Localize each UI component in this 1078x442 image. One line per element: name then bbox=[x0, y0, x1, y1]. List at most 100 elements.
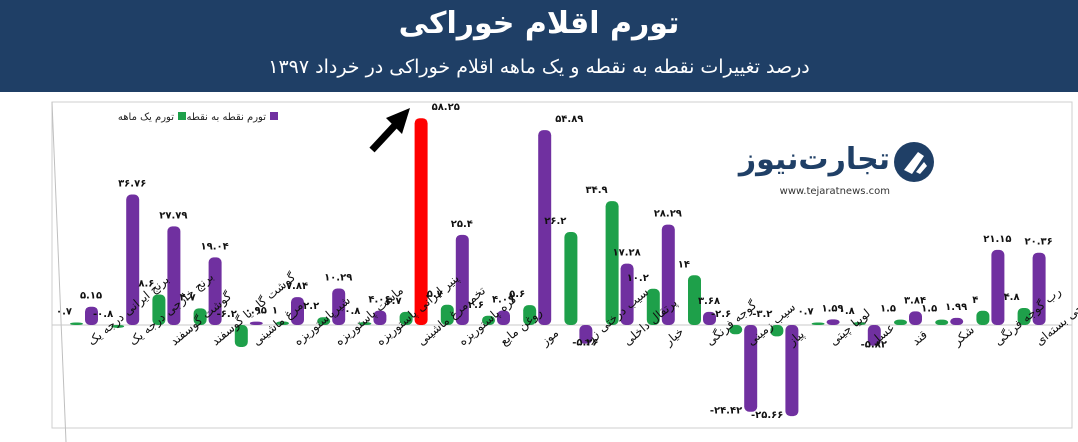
bar-point-1 bbox=[126, 194, 140, 325]
bar-monthly-10 bbox=[482, 315, 495, 325]
bar-point-22 bbox=[991, 249, 1005, 325]
value-label-monthly-14: ۱۰.۲ bbox=[627, 273, 649, 284]
page-subtitle: درصد تغییرات نقطه به نقطه و یک ماهه اقلا… bbox=[268, 56, 810, 78]
value-label-point-13: ۱۷.۲۸ bbox=[612, 248, 640, 259]
bar-monthly-0 bbox=[70, 322, 83, 325]
bar-point-2 bbox=[167, 226, 181, 325]
bar-point-7 bbox=[373, 310, 387, 325]
bar-chart: تورم نقطه به نقطه تورم یک ماهه ۰.۷ ۵.۱۵ -۰… bbox=[51, 101, 1078, 442]
bar-point-20 bbox=[909, 311, 922, 325]
legend: تورم نقطه به نقطه تورم یک ماهه bbox=[118, 112, 278, 123]
bar-point-23 bbox=[1032, 252, 1046, 325]
bar-point-4 bbox=[249, 321, 263, 325]
bar-monthly-11 bbox=[523, 305, 537, 325]
bar-point-3 bbox=[208, 257, 222, 325]
legend-swatch-monthly bbox=[178, 112, 186, 120]
left-wall bbox=[51, 101, 67, 442]
value-label-point-4: ۰.۹۵ bbox=[245, 306, 267, 317]
value-label-monthly-17: -۳.۲ bbox=[752, 309, 772, 320]
value-label-monthly-22: ۴ bbox=[972, 295, 978, 306]
value-label-monthly-23: ۴.۸ bbox=[1004, 292, 1020, 303]
page-title: تورم اقلام خوراکی bbox=[398, 6, 680, 41]
value-label-point-12: -۵.۲۶ bbox=[572, 338, 598, 349]
value-label-point-0: ۵.۱۵ bbox=[80, 291, 102, 302]
value-label-monthly-15: ۱۴ bbox=[678, 259, 690, 270]
bar-monthly-6 bbox=[317, 317, 331, 325]
logo-url: www.tejaratnews.com bbox=[779, 186, 890, 197]
bar-monthly-15 bbox=[688, 275, 701, 325]
bar-point-5 bbox=[291, 297, 304, 325]
bar-point-0 bbox=[85, 306, 98, 325]
bar-monthly-17 bbox=[770, 325, 784, 337]
value-label-point-20: ۳.۸۴ bbox=[904, 295, 926, 306]
value-label-monthly-16: -۲.۶ bbox=[711, 309, 731, 320]
bar-point-8 bbox=[414, 118, 428, 326]
value-label-monthly-12: ۲۶.۲ bbox=[544, 216, 566, 227]
value-label-monthly-18: ۰.۷ bbox=[798, 307, 814, 318]
bar-monthly-8 bbox=[399, 311, 413, 325]
bar-point-14 bbox=[661, 224, 675, 325]
bar-monthly-9 bbox=[440, 304, 454, 325]
logo-mark-icon bbox=[894, 142, 934, 182]
bar-monthly-3 bbox=[193, 308, 207, 325]
bar-point-19 bbox=[867, 325, 881, 346]
value-label-monthly-9: ۵.۷ bbox=[427, 289, 443, 300]
value-label-point-18: ۱.۵۹ bbox=[822, 303, 844, 314]
bar-point-10 bbox=[497, 310, 510, 325]
value-label-point-23: ۲۰.۳۶ bbox=[1024, 237, 1052, 248]
value-label-monthly-4: -۶.۲ bbox=[217, 309, 237, 320]
bar-point-6 bbox=[332, 288, 346, 325]
value-label-point-21: ۱.۹۹ bbox=[945, 302, 967, 313]
value-label-point-3: ۱۹.۰۴ bbox=[200, 241, 228, 252]
logo-name: تجارت‌نیوز bbox=[738, 142, 890, 177]
bar-point-16 bbox=[744, 325, 758, 412]
value-labels-group: ۰.۷ ۵.۱۵ -۰.۸ ۳۶.۷۶ ۸.۶ ۲۷.۷۹ ۴.۷ ۱۹.۰۴ -۶.۲ ۰.۹۵… bbox=[56, 102, 1053, 421]
bar-monthly-1 bbox=[111, 325, 125, 328]
bar-monthly-22 bbox=[976, 310, 990, 325]
bar-monthly-14 bbox=[646, 288, 660, 325]
value-label-monthly-7: ۰.۸ bbox=[344, 306, 360, 317]
value-label-monthly-13: ۳۴.۹ bbox=[585, 185, 607, 196]
value-label-point-17: -۲۵.۶۶ bbox=[751, 410, 783, 421]
bar-point-11 bbox=[538, 130, 552, 325]
value-label-monthly-19: ۰.۸ bbox=[839, 306, 855, 317]
value-label-point-15: ۳.۶۸ bbox=[698, 296, 720, 307]
bar-monthly-12 bbox=[564, 231, 578, 325]
value-label-monthly-21: ۱.۵ bbox=[921, 304, 937, 315]
bar-point-17 bbox=[785, 325, 799, 417]
bar-point-13 bbox=[620, 263, 634, 325]
brand-logo: تجارت‌نیوز www.tejaratnews.com bbox=[738, 138, 938, 210]
legend-swatch-point bbox=[270, 112, 278, 120]
bar-monthly-5 bbox=[276, 321, 289, 325]
value-label-monthly-8: ۳.۷ bbox=[386, 296, 402, 307]
plot-area bbox=[51, 101, 1073, 429]
value-label-point-9: ۲۵.۴ bbox=[451, 219, 473, 230]
value-label-point-14: ۲۸.۲۹ bbox=[654, 209, 682, 220]
bars-group bbox=[70, 118, 1046, 417]
legend-label-monthly: تورم یک ماهه bbox=[118, 112, 174, 123]
value-label-monthly-3: ۴.۷ bbox=[180, 292, 196, 303]
value-label-monthly-2: ۸.۶ bbox=[138, 278, 154, 289]
value-label-point-7: ۴.۰۶ bbox=[368, 295, 390, 306]
value-label-point-1: ۳۶.۷۶ bbox=[118, 179, 146, 190]
bar-point-18 bbox=[826, 319, 840, 325]
value-label-monthly-20: ۱.۵ bbox=[880, 304, 896, 315]
value-label-point-10: ۴.۰۹ bbox=[492, 294, 514, 305]
bar-monthly-7 bbox=[358, 322, 372, 325]
value-label-monthly-11: ۵.۶ bbox=[509, 289, 525, 300]
bar-point-12 bbox=[579, 325, 593, 344]
bar-monthly-20 bbox=[894, 319, 907, 325]
value-label-point-5: ۷.۸۴ bbox=[286, 281, 308, 292]
header-banner: تورم اقلام خوراکی درصد تغییرات نقطه به ن… bbox=[0, 0, 1078, 92]
value-label-point-8: ۵۸.۲۵ bbox=[432, 102, 460, 113]
bar-monthly-21 bbox=[935, 319, 949, 325]
value-label-monthly-10: ۲.۶ bbox=[468, 300, 484, 311]
value-label-monthly-1: -۰.۸ bbox=[93, 309, 113, 320]
value-label-monthly-5: ۱ bbox=[272, 305, 278, 316]
value-label-monthly-6: ۲.۲ bbox=[303, 301, 319, 312]
value-label-monthly-0: ۰.۷ bbox=[56, 307, 72, 318]
bar-point-15 bbox=[703, 311, 716, 325]
value-label-point-11: ۵۴.۸۹ bbox=[555, 114, 583, 125]
bar-point-9 bbox=[455, 234, 469, 325]
bar-monthly-23 bbox=[1017, 307, 1031, 325]
